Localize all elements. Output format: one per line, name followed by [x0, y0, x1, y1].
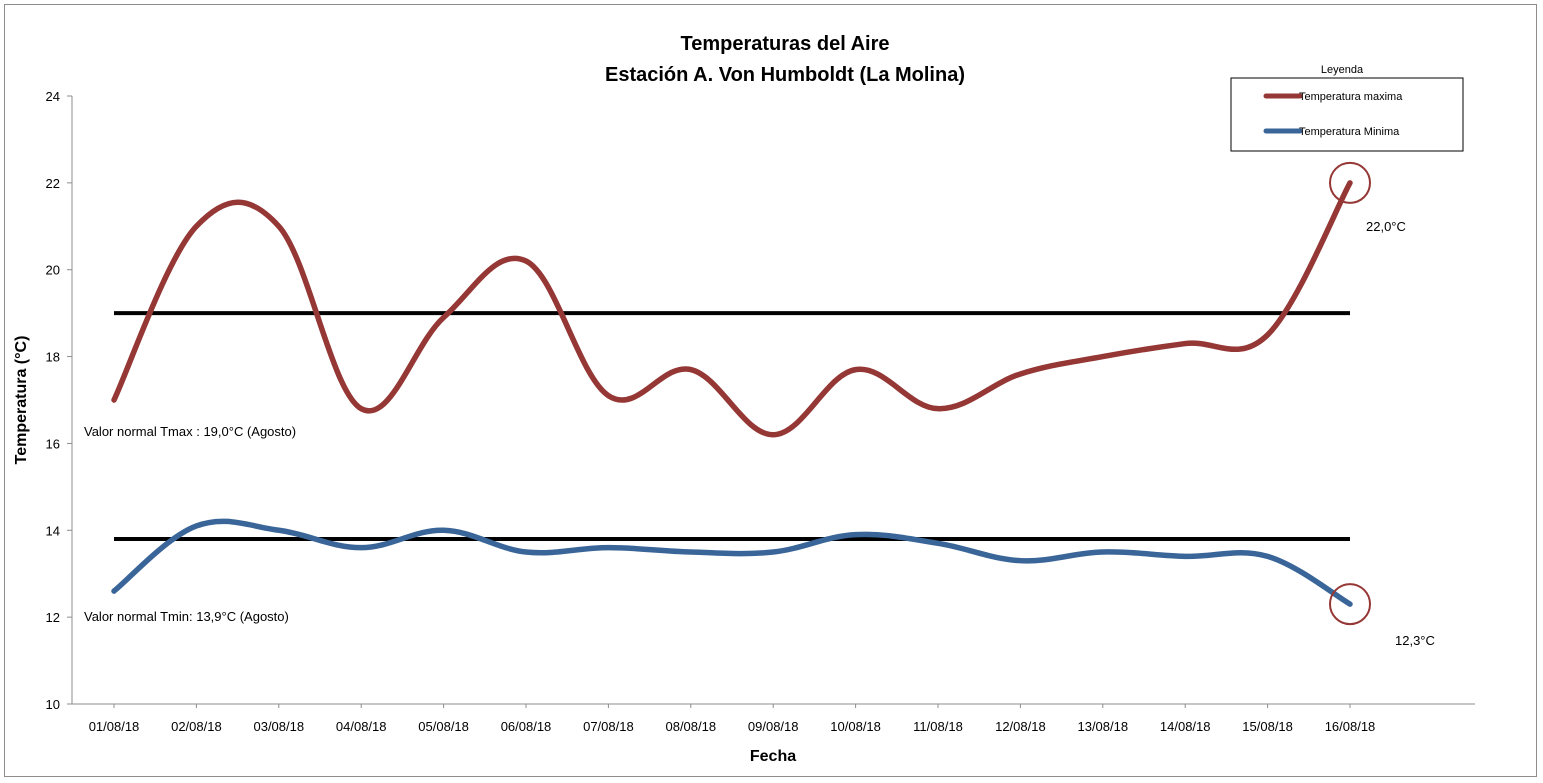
x-tick-label: 01/08/18 — [89, 719, 140, 734]
x-tick-label: 16/08/18 — [1325, 719, 1376, 734]
x-tick-label: 02/08/18 — [171, 719, 222, 734]
x-tick-label: 14/08/18 — [1160, 719, 1211, 734]
y-tick-label: 20 — [46, 263, 60, 278]
x-tick-label: 13/08/18 — [1077, 719, 1128, 734]
legend-title: Leyenda — [1321, 64, 1364, 76]
y-tick-label: 24 — [46, 89, 60, 104]
x-tick-label: 06/08/18 — [501, 719, 552, 734]
x-tick-label: 05/08/18 — [418, 719, 469, 734]
y-tick-label: 22 — [46, 176, 60, 191]
reference-line-label: Valor normal Tmin: 13,9°C (Agosto) — [84, 609, 289, 624]
reference-lines: Valor normal Tmax : 19,0°C (Agosto) Valor… — [84, 311, 1350, 624]
x-tick-label: 15/08/18 — [1242, 719, 1293, 734]
highlights: 22,0°C 12,3°C — [1329, 161, 1435, 648]
x-tick-label: 11/08/18 — [913, 719, 963, 734]
series-line-tmin — [111, 518, 1353, 607]
x-axis-title: Fecha — [750, 748, 796, 765]
x-ticks: 01/08/18 02/08/18 03/08/18 04/08/18 05/08/18… — [89, 704, 1376, 734]
legend: Leyenda Temperatura maxima Temperatura M… — [1230, 64, 1464, 152]
x-tick-label: 09/08/18 — [748, 719, 799, 734]
series-line-tmax — [111, 180, 1353, 438]
y-ticks: 10 12 14 16 18 20 22 24 — [46, 89, 72, 712]
x-tick-label: 10/08/18 — [830, 719, 881, 734]
chart-title: Temperaturas del Aire — [681, 33, 890, 55]
y-axis-title: Temperatura (°C) — [13, 336, 30, 465]
y-tick-label: 14 — [46, 523, 60, 538]
x-tick-label: 12/08/18 — [995, 719, 1046, 734]
highlight-label: 22,0°C — [1366, 219, 1406, 234]
highlight-label: 12,3°C — [1395, 633, 1435, 648]
y-tick-label: 16 — [46, 436, 60, 451]
x-tick-label: 07/08/18 — [583, 719, 634, 734]
y-tick-label: 12 — [46, 610, 60, 625]
y-tick-label: 18 — [46, 350, 60, 365]
series-lines — [111, 180, 1353, 607]
x-tick-label: 03/08/18 — [253, 719, 304, 734]
y-tick-label: 10 — [46, 697, 60, 712]
highlight-circle — [1329, 583, 1371, 626]
legend-label-tmin: Temperatura Minima — [1299, 126, 1400, 138]
reference-line-label: Valor normal Tmax : 19,0°C (Agosto) — [84, 424, 296, 439]
highlight-circle — [1329, 161, 1371, 204]
x-tick-label: 08/08/18 — [665, 719, 716, 734]
chart-subtitle: Estación A. Von Humboldt (La Molina) — [605, 64, 965, 86]
legend-label-tmax: Temperatura maxima — [1299, 91, 1403, 103]
x-tick-label: 04/08/18 — [336, 719, 387, 734]
legend-box — [1230, 77, 1464, 152]
